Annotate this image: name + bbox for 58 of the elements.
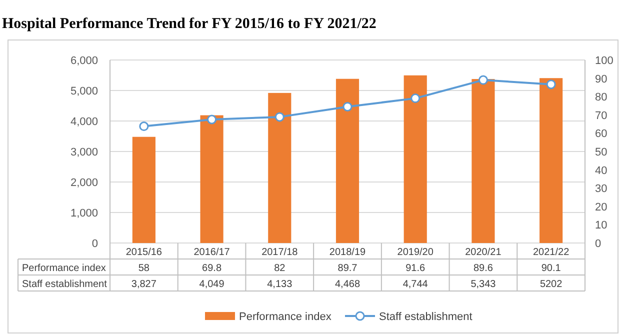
data-label: 69.8 — [202, 263, 222, 274]
point — [478, 75, 488, 85]
data-label: 4,744 — [402, 279, 428, 290]
x-tick-label: 2021/22 — [532, 247, 570, 258]
y2-tick-label: 20 — [595, 201, 608, 214]
data-label: 4,049 — [199, 279, 225, 290]
y-tick-label: 5,000 — [70, 86, 98, 98]
x-tick-label: 2017/18 — [262, 247, 298, 258]
bar — [336, 78, 360, 243]
bar — [472, 79, 495, 243]
point — [546, 80, 556, 90]
data-label: 4,468 — [334, 279, 360, 290]
y2-tick-label: 30 — [595, 183, 608, 196]
y2-tick-label: 50 — [595, 146, 608, 158]
y2-tick-label: 60 — [595, 128, 608, 140]
y-tick-label: 4,000 — [70, 116, 98, 128]
y-tick-label: 6,000 — [70, 55, 98, 67]
point — [207, 114, 217, 124]
y-tick-label: 3,000 — [70, 146, 98, 158]
y-tick-label: 2,000 — [70, 177, 98, 189]
data-label: 90.1 — [541, 263, 562, 274]
y2-tick-label: 80 — [595, 92, 608, 104]
data-label: 58 — [138, 263, 150, 274]
x-tick-label: 2018/19 — [329, 247, 366, 258]
bar — [404, 75, 427, 243]
text: Staff establishment — [22, 279, 107, 290]
chart-title: Hospital Performance Trend for FY 2015/16 to FY 2021/22 — [2, 16, 376, 32]
legend-label: Performance index — [239, 311, 332, 323]
bar — [268, 92, 292, 243]
x-tick-label: 2019/20 — [397, 247, 434, 258]
data-label: 5,343 — [470, 279, 496, 290]
data-label: 4,133 — [267, 279, 293, 290]
y-tick-label: 0 — [92, 238, 98, 250]
y-tick-label: 1,000 — [70, 208, 98, 220]
legend-label: Staff establishment — [379, 311, 472, 323]
y2-tick-label: 40 — [595, 164, 608, 177]
y2-tick-label: 10 — [595, 220, 608, 232]
point — [410, 94, 420, 104]
x-tick-label: 2015/16 — [126, 247, 162, 258]
bar — [540, 78, 563, 243]
data-label: 5202 — [540, 279, 563, 290]
bar — [132, 136, 156, 243]
data-label: 3,827 — [131, 279, 157, 290]
point — [274, 112, 284, 122]
y2-tick-label: 90 — [595, 73, 608, 86]
y2-tick-label: 100 — [595, 55, 614, 67]
data-label: 89.7 — [338, 263, 358, 274]
data-label: 82 — [274, 263, 286, 274]
text: Performance index — [22, 263, 106, 274]
y2-tick-label: 70 — [595, 110, 608, 122]
bar — [200, 115, 224, 243]
data-label: 89.6 — [473, 263, 494, 274]
x-tick-label: 2020/21 — [465, 247, 502, 258]
x-tick-label: 2016/17 — [194, 247, 230, 258]
point — [342, 102, 352, 112]
data-label: 91.6 — [406, 263, 426, 274]
y2-tick-label: 0 — [595, 238, 602, 250]
point — [139, 122, 149, 132]
